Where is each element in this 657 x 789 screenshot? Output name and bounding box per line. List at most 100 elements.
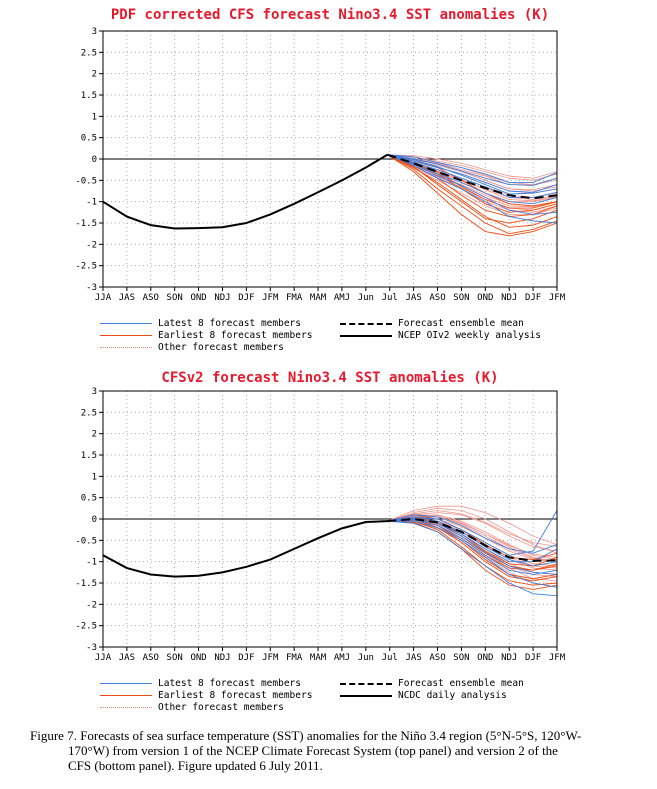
legend-swatch-other xyxy=(100,347,152,348)
other-member-line xyxy=(387,154,558,186)
x-tick-label: AMJ xyxy=(334,293,350,303)
x-tick-label: JAS xyxy=(405,653,421,663)
x-tick-label: NDJ xyxy=(214,653,230,663)
legend-other: Other forecast members xyxy=(100,702,284,714)
y-tick-label: -2 xyxy=(86,600,97,610)
y-tick-label: 2 xyxy=(92,70,97,80)
latest-member-line xyxy=(387,154,558,183)
y-tick-label: 2.5 xyxy=(81,48,97,58)
y-tick-label: 3 xyxy=(92,27,97,37)
y-tick-label: -1 xyxy=(86,558,97,568)
latest-member-line xyxy=(387,514,558,554)
x-tick-label: OND xyxy=(190,293,206,303)
earliest-member-line xyxy=(387,154,558,224)
latest-member-line xyxy=(387,520,558,597)
legend-analysis: NCEP OIv2 weekly analysis xyxy=(340,330,541,342)
x-tick-label: DJF xyxy=(525,293,541,303)
x-tick-label: JJA xyxy=(95,653,112,663)
x-tick-label: Jun xyxy=(358,293,374,303)
latest-member-line xyxy=(387,520,558,588)
x-tick-label: OND xyxy=(477,653,493,663)
x-tick-label: ASO xyxy=(429,293,445,303)
y-tick-label: -1.5 xyxy=(75,219,97,229)
legend-swatch-latest xyxy=(100,683,152,684)
x-tick-label: JFM xyxy=(262,293,279,303)
x-tick-label: NDJ xyxy=(214,293,230,303)
x-tick-label: OND xyxy=(477,293,493,303)
x-tick-label: Jul xyxy=(382,293,398,303)
x-tick-label: DJF xyxy=(238,653,254,663)
x-tick-label: MAM xyxy=(310,293,327,303)
y-tick-label: -2.5 xyxy=(75,262,97,272)
latest-member-line xyxy=(387,154,558,224)
y-tick-label: 2.5 xyxy=(81,408,97,418)
x-tick-label: FMA xyxy=(286,653,303,663)
legend-latest: Latest 8 forecast members xyxy=(100,318,301,330)
x-tick-label: DJF xyxy=(238,293,254,303)
y-tick-label: 2 xyxy=(92,430,97,440)
y-tick-label: 0.5 xyxy=(81,134,97,144)
legend-mean: Forecast ensemble mean xyxy=(340,678,524,690)
analysis-line xyxy=(102,520,388,578)
top-panel: PDF corrected CFS forecast Nino3.4 SST a… xyxy=(0,0,657,360)
other-member-line xyxy=(387,516,558,563)
x-tick-label: DJF xyxy=(525,653,541,663)
y-tick-label: 1.5 xyxy=(81,451,97,461)
x-tick-label: JFM xyxy=(549,293,566,303)
legend-earliest: Earliest 8 forecast members xyxy=(100,330,312,342)
legend-swatch-earliest xyxy=(100,335,152,336)
legend-mean: Forecast ensemble mean xyxy=(340,318,524,330)
x-tick-label: MAM xyxy=(310,653,327,663)
y-tick-label: 0.5 xyxy=(81,494,97,504)
x-tick-label: Jul xyxy=(382,653,398,663)
y-tick-label: -0.5 xyxy=(75,176,97,186)
legend-analysis: NCDC daily analysis xyxy=(340,690,507,702)
x-tick-label: ASO xyxy=(143,293,159,303)
x-tick-label: SON xyxy=(453,293,469,303)
other-member-line xyxy=(387,154,558,179)
ensemble-mean-line xyxy=(387,153,558,200)
x-tick-label: SON xyxy=(167,653,183,663)
caption-line-1: Figure 7. Forecasts of sea surface tempe… xyxy=(30,728,582,743)
legend-swatch-analysis xyxy=(340,694,392,697)
other-member-line xyxy=(387,154,558,211)
y-tick-label: -1 xyxy=(86,198,97,208)
legend-swatch-other xyxy=(100,707,152,708)
y-tick-label: 0 xyxy=(92,155,97,165)
ensemble-mean-line xyxy=(387,517,558,562)
earliest-member-line xyxy=(387,520,558,590)
x-tick-label: ASO xyxy=(143,653,159,663)
y-tick-label: 0 xyxy=(92,515,97,525)
y-tick-label: 1.5 xyxy=(81,91,97,101)
legend-swatch-earliest xyxy=(100,695,152,696)
x-tick-label: JFM xyxy=(262,653,279,663)
x-tick-label: NDJ xyxy=(501,653,517,663)
x-tick-label: JAS xyxy=(405,293,421,303)
latest-member-line xyxy=(387,154,558,193)
x-tick-label: Jun xyxy=(358,653,374,663)
y-tick-label: -2 xyxy=(86,240,97,250)
y-tick-label: -3 xyxy=(86,643,97,653)
latest-member-line xyxy=(387,154,558,195)
x-tick-label: FMA xyxy=(286,293,303,303)
x-tick-label: JFM xyxy=(549,653,566,663)
x-tick-label: ASO xyxy=(429,653,445,663)
chart-title: CFSv2 forecast Nino3.4 SST anomalies (K) xyxy=(161,370,499,386)
analysis-line xyxy=(102,153,388,230)
x-tick-label: AMJ xyxy=(334,653,350,663)
other-member-line xyxy=(387,510,558,548)
legend-swatch-mean xyxy=(340,682,392,685)
x-tick-label: JJA xyxy=(95,293,112,303)
x-tick-label: OND xyxy=(190,653,206,663)
x-tick-label: NDJ xyxy=(501,293,517,303)
caption-line-3: CFS (bottom panel). Figure updated 6 Jul… xyxy=(68,758,323,773)
caption-line-2: 170°W) from version 1 of the NCEP Climat… xyxy=(68,743,558,758)
other-member-line xyxy=(387,505,558,545)
y-tick-label: -1.5 xyxy=(75,579,97,589)
latest-member-line xyxy=(387,154,558,215)
latest-member-line xyxy=(387,519,558,575)
y-tick-label: -0.5 xyxy=(75,536,97,546)
legend-earliest: Earliest 8 forecast members xyxy=(100,690,312,702)
